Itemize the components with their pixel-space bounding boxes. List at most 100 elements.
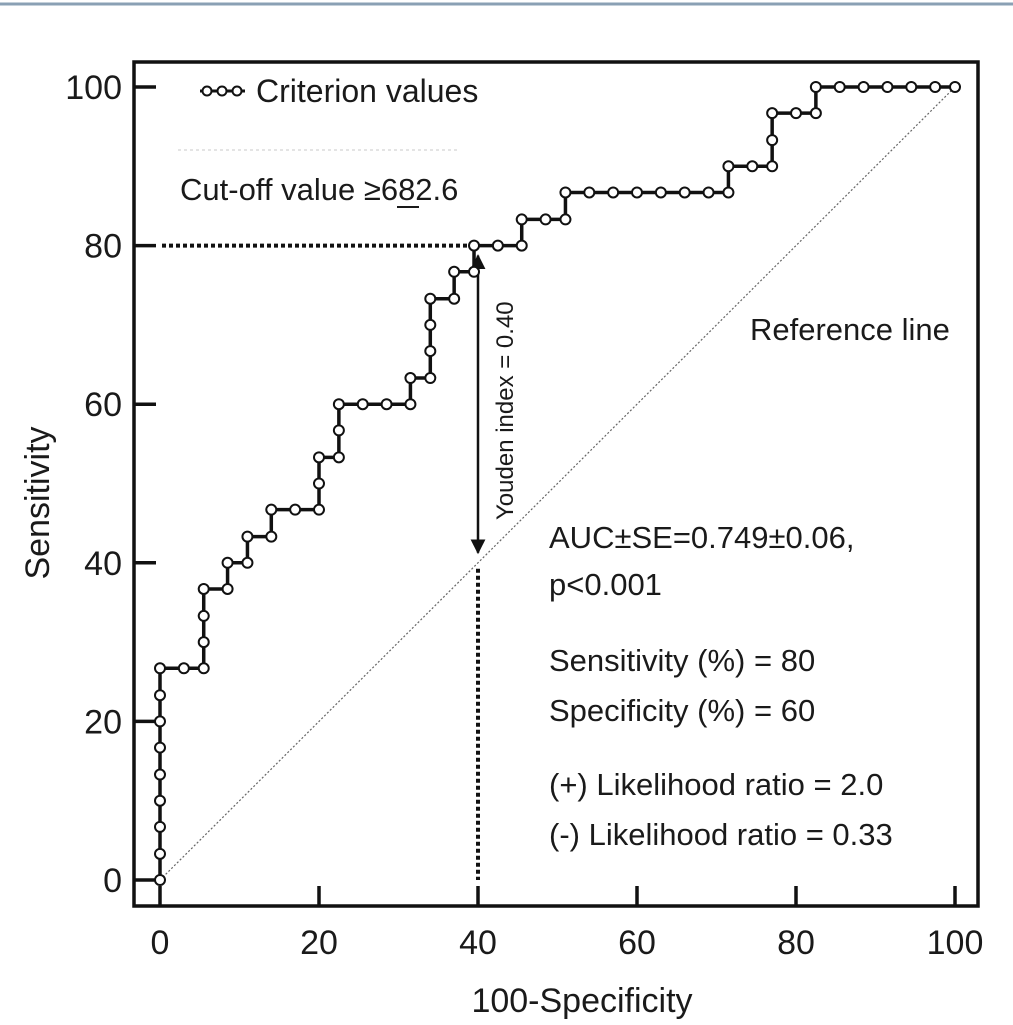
roc-point	[766, 107, 779, 120]
auc-line-2: p<0.001	[549, 567, 662, 602]
roc-point	[424, 318, 437, 331]
roc-point	[197, 582, 210, 595]
roc-point	[154, 741, 166, 754]
roc-point	[607, 186, 620, 199]
y-tick-label: 0	[103, 862, 122, 900]
roc-point	[154, 794, 166, 807]
roc-point	[448, 265, 461, 278]
roc-point	[654, 186, 667, 199]
roc-markers	[154, 81, 961, 886]
roc-point	[833, 81, 846, 93]
roc-point	[197, 662, 210, 675]
roc-point	[424, 372, 437, 385]
legend-marker	[201, 85, 213, 97]
roc-point	[154, 715, 166, 728]
roc-point	[468, 265, 481, 278]
plus-likelihood-ratio: (+) Likelihood ratio = 2.0	[549, 767, 883, 802]
roc-point	[809, 81, 822, 93]
y-tick-label: 80	[84, 228, 122, 266]
roc-point	[515, 239, 528, 252]
roc-point	[539, 213, 552, 226]
roc-point	[424, 292, 437, 305]
roc-point	[766, 134, 779, 147]
legend: Criterion values	[200, 73, 478, 109]
sensitivity-stat: Sensitivity (%) = 80	[549, 643, 815, 678]
roc-point	[722, 160, 735, 173]
y-axis-title: Sensitivity	[19, 426, 57, 579]
roc-point	[678, 186, 691, 199]
x-axis-title: 100-Specificity	[471, 982, 692, 1020]
roc-point	[289, 503, 302, 516]
axes: 0 20 40 60 80 100 0 20 40 60 80 100	[65, 60, 984, 962]
roc-point	[265, 503, 278, 516]
x-tick-label: 80	[777, 924, 815, 962]
legend-marker	[231, 85, 243, 97]
x-tick-label: 0	[151, 924, 170, 962]
roc-point	[631, 186, 643, 199]
roc-point	[197, 636, 210, 649]
roc-point	[404, 372, 417, 385]
x-tick-label: 100	[927, 924, 984, 962]
roc-point	[949, 81, 961, 93]
youden-label: Youden index = 0.40	[492, 301, 519, 520]
reference-line	[159, 86, 956, 881]
roc-point	[468, 239, 481, 252]
roc-point	[380, 398, 393, 411]
roc-point	[559, 213, 572, 226]
cutoff-label-prefix: Cut-off value	[180, 172, 364, 207]
roc-point	[313, 503, 325, 516]
y-tick-label: 20	[84, 703, 122, 741]
roc-point	[313, 477, 325, 490]
roc-point	[332, 451, 345, 464]
roc-point	[702, 186, 715, 199]
roc-point	[154, 689, 166, 702]
roc-point	[221, 582, 234, 595]
plot-frame	[132, 60, 980, 908]
roc-point	[197, 609, 210, 622]
roc-point	[790, 107, 802, 120]
x-tick-label: 20	[300, 924, 338, 962]
x-tick-label: 40	[459, 924, 497, 962]
cutoff-label: Cut-off value ≥682.6	[180, 172, 458, 207]
roc-point	[583, 186, 596, 199]
y-tick-label: 100	[65, 69, 122, 107]
roc-point	[241, 556, 254, 569]
roc-point	[491, 239, 504, 252]
cutoff-value: 682.6	[381, 172, 459, 207]
roc-point	[241, 530, 254, 543]
y-tick-label: 40	[84, 545, 122, 583]
legend-label: Criterion values	[256, 73, 478, 109]
roc-point	[809, 107, 822, 120]
specificity-stat: Specificity (%) = 60	[549, 693, 815, 728]
roc-point	[404, 398, 417, 411]
roc-point	[424, 345, 437, 358]
roc-point	[177, 662, 190, 675]
roc-point	[332, 424, 345, 437]
roc-point	[857, 81, 870, 93]
roc-point	[356, 398, 369, 411]
roc-point	[881, 81, 894, 93]
roc-point	[154, 820, 166, 833]
legend-marker	[216, 85, 228, 97]
roc-point	[154, 874, 166, 886]
roc-point	[766, 160, 779, 173]
roc-point	[265, 530, 278, 543]
reference-line-label: Reference line	[750, 312, 950, 347]
roc-point	[746, 160, 759, 173]
minus-likelihood-ratio: (-) Likelihood ratio = 0.33	[549, 817, 893, 852]
roc-point	[559, 186, 572, 199]
roc-point	[154, 662, 166, 675]
roc-point	[313, 451, 325, 464]
cutoff-operator: ≥	[364, 172, 381, 207]
auc-line-1: AUC±SE=0.749±0.06,	[549, 520, 854, 555]
x-tick-label: 60	[618, 924, 656, 962]
roc-point	[332, 398, 345, 411]
y-tick-label: 60	[84, 386, 122, 424]
roc-point	[929, 81, 942, 93]
roc-point	[221, 556, 234, 569]
roc-point	[448, 292, 461, 305]
roc-point	[154, 768, 166, 781]
roc-point	[905, 81, 918, 93]
roc-point	[515, 213, 528, 226]
